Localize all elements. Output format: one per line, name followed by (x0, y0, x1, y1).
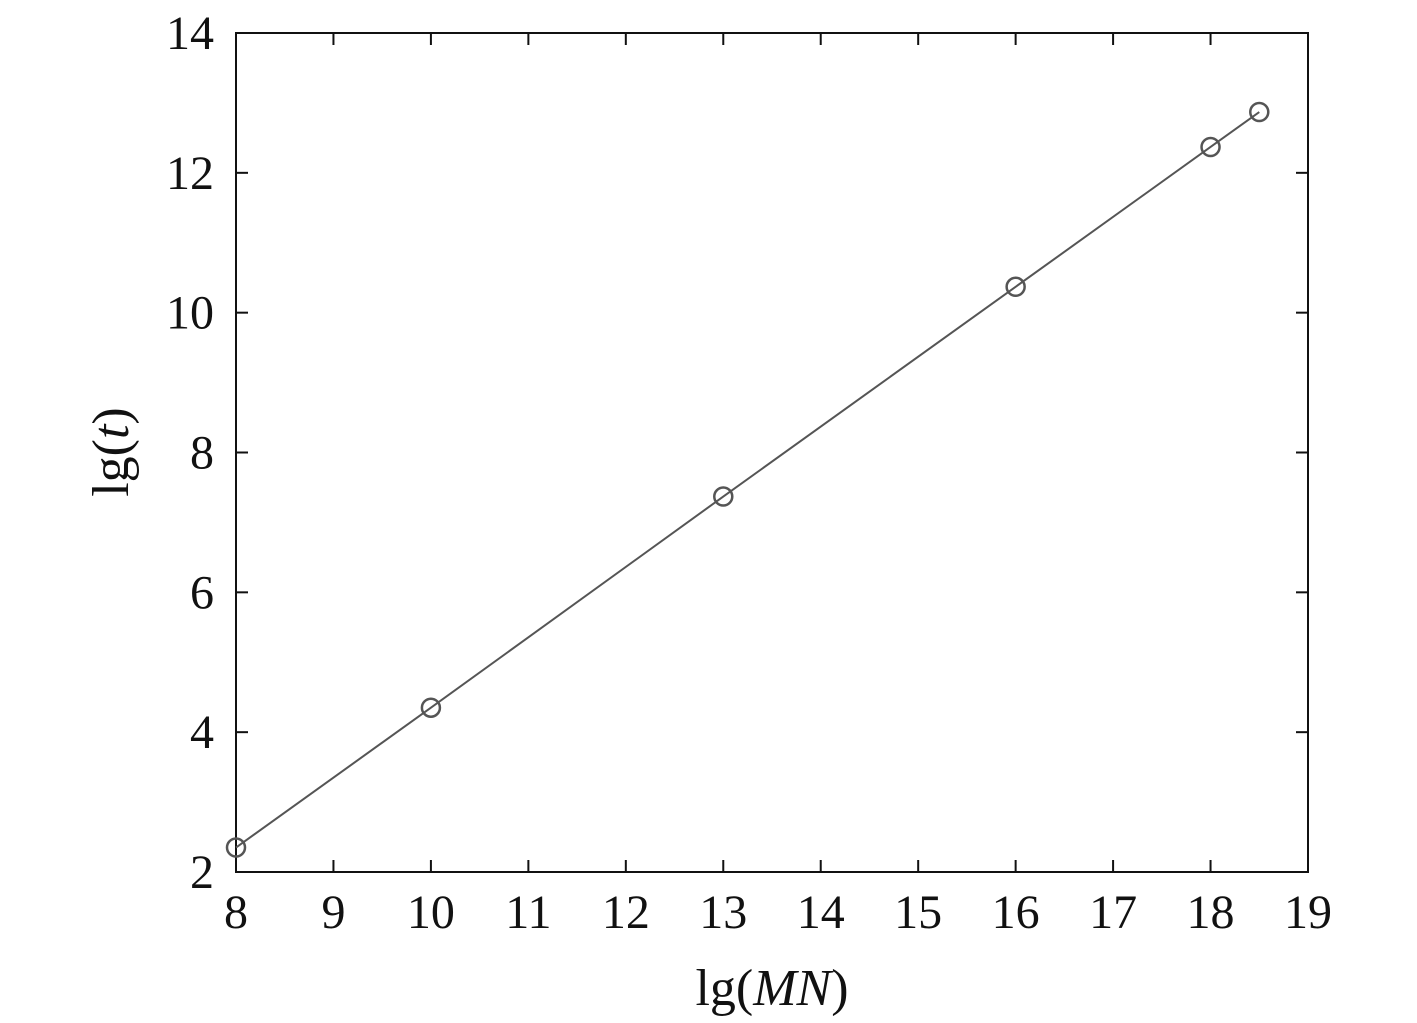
x-tick-label: 8 (224, 886, 248, 939)
y-tick-label: 2 (190, 846, 214, 899)
y-tick-label: 14 (166, 7, 214, 60)
y-ticks: 2 4 6 8 10 12 14 (166, 7, 1308, 899)
series-group (225, 101, 1270, 858)
x-tick-label: 12 (602, 886, 650, 939)
y-tick-label: 8 (190, 427, 214, 480)
x-tick-label: 15 (894, 886, 942, 939)
x-tick-label: 9 (321, 886, 345, 939)
data-point (1249, 101, 1270, 123)
plot-frame (235, 32, 1309, 873)
x-tick-label: 18 (1187, 886, 1235, 939)
series-line (235, 111, 1260, 849)
x-tick-label: 14 (797, 886, 845, 939)
x-tick-label: 13 (699, 886, 747, 939)
x-tick-label: 11 (505, 886, 551, 939)
data-point (1005, 276, 1026, 298)
y-tick-label: 10 (166, 287, 214, 340)
data-point (1200, 136, 1221, 158)
x-tick-label: 16 (992, 886, 1040, 939)
x-tick-label: 17 (1089, 886, 1137, 939)
data-point (420, 697, 442, 718)
x-ticks: 8 9 10 11 12 13 14 15 16 17 18 19 (224, 33, 1332, 939)
x-axis-title: lg(MN) (695, 960, 848, 1017)
y-tick-label: 4 (190, 706, 214, 759)
x-tick-label: 19 (1284, 886, 1332, 939)
data-point (225, 837, 247, 858)
x-tick-label: 10 (407, 886, 455, 939)
y-axis-title: lg(t) (83, 407, 140, 497)
y-tick-label: 12 (166, 147, 214, 200)
y-tick-label: 6 (190, 566, 214, 619)
data-point (713, 486, 734, 507)
